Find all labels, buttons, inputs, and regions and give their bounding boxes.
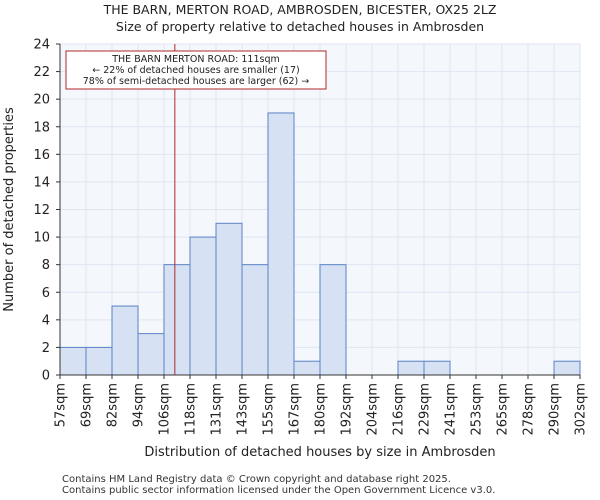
- y-axis-label: Number of detached properties: [2, 107, 17, 312]
- y-tick-label: 2: [42, 341, 50, 356]
- x-tick-label: 180sqm: [314, 383, 329, 436]
- annotation-larger: 78% of semi-detached houses are larger (…: [83, 76, 310, 87]
- y-tick-label: 0: [42, 369, 50, 384]
- x-axis-label: Distribution of detached houses by size …: [144, 445, 495, 460]
- histogram-bar: [215, 222, 243, 376]
- y-tick-label: 18: [33, 120, 50, 135]
- y-tick-label: 6: [42, 286, 50, 301]
- x-tick-label: 155sqm: [262, 383, 277, 436]
- histogram-bar: [111, 305, 139, 376]
- x-tick-label: 69sqm: [80, 383, 95, 427]
- x-tick-label: 118sqm: [184, 383, 199, 436]
- histogram-bar: [59, 346, 87, 376]
- y-tick-label: 8: [42, 258, 50, 273]
- x-tick-label: 192sqm: [340, 383, 355, 436]
- x-tick-label: 204sqm: [366, 383, 381, 436]
- y-tick-label: 24: [33, 38, 50, 53]
- y-tick-label: 10: [33, 231, 50, 246]
- y-tick-label: 14: [33, 175, 50, 190]
- y-tick-label: 12: [33, 203, 50, 218]
- histogram-bar: [319, 264, 347, 376]
- x-tick-label: 82sqm: [106, 383, 121, 427]
- histogram-bar: [189, 236, 217, 376]
- annotation-title: THE BARN MERTON ROAD: 111sqm: [111, 54, 280, 65]
- x-tick-label: 216sqm: [392, 383, 407, 436]
- histogram-bar: [397, 360, 425, 376]
- x-tick-label: 265sqm: [496, 383, 511, 436]
- chart-title: THE BARN, MERTON ROAD, AMBROSDEN, BICEST…: [103, 2, 497, 17]
- x-tick-label: 253sqm: [470, 383, 485, 436]
- x-tick-label: 241sqm: [444, 383, 459, 436]
- x-tick-label: 229sqm: [418, 383, 433, 436]
- histogram-bar: [241, 264, 269, 376]
- histogram-bar: [267, 112, 295, 376]
- histogram-bar: [137, 333, 165, 376]
- y-tick-label: 22: [33, 65, 50, 80]
- chart-subtitle: Size of property relative to detached ho…: [115, 19, 485, 34]
- footer-credit: Contains HM Land Registry data © Crown c…: [62, 474, 451, 485]
- histogram-bar: [293, 360, 321, 376]
- x-tick-label: 167sqm: [288, 383, 303, 436]
- x-tick-label: 302sqm: [574, 383, 589, 436]
- footer-licence: Contains public sector information licen…: [62, 485, 496, 496]
- x-tick-label: 290sqm: [548, 383, 563, 436]
- annotation-box: [65, 50, 327, 90]
- x-tick-label: 143sqm: [236, 383, 251, 436]
- histogram-bar: [423, 360, 451, 376]
- x-tick-label: 131sqm: [210, 383, 225, 436]
- x-tick-label: 278sqm: [522, 383, 537, 436]
- y-tick-label: 20: [33, 93, 50, 108]
- y-tick-label: 4: [42, 313, 50, 328]
- x-tick-label: 57sqm: [54, 383, 69, 427]
- x-tick-label: 106sqm: [158, 383, 173, 436]
- y-tick-label: 16: [33, 148, 50, 163]
- annotation-smaller: ← 22% of detached houses are smaller (17…: [92, 65, 299, 76]
- histogram-bar: [553, 360, 581, 376]
- x-tick-label: 94sqm: [132, 383, 147, 427]
- histogram-bar: [85, 346, 113, 376]
- histogram-bar: [163, 264, 191, 376]
